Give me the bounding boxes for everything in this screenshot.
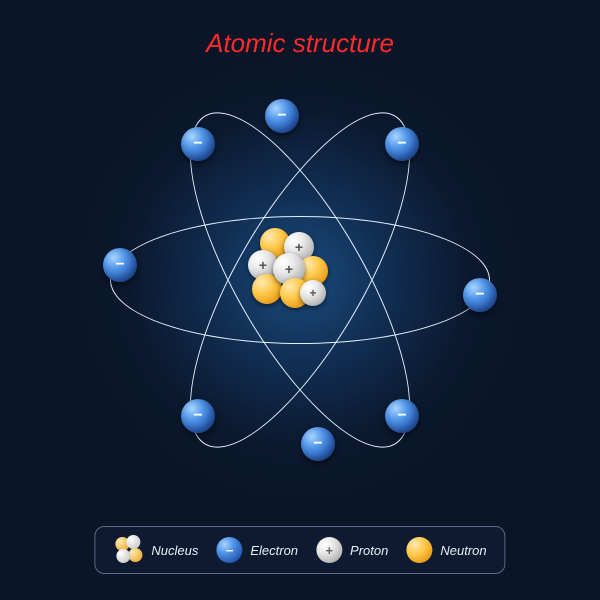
electron-particle: − xyxy=(385,399,419,433)
neutron-icon xyxy=(406,537,432,563)
nucleus-icon xyxy=(113,535,143,565)
legend: Nucleus − Electron + Proton Neutron xyxy=(94,526,505,574)
page-title: Atomic structure xyxy=(0,28,600,59)
electron-particle: − xyxy=(463,278,497,312)
proton-icon: + xyxy=(316,537,342,563)
electron-particle: − xyxy=(181,399,215,433)
legend-item-electron: − Electron xyxy=(216,537,298,563)
legend-label: Proton xyxy=(350,543,388,558)
atom-diagram: ++++ − − − − − − − − xyxy=(60,70,540,490)
electron-particle: − xyxy=(301,427,335,461)
electron-particle: − xyxy=(265,99,299,133)
legend-item-proton: + Proton xyxy=(316,537,388,563)
electron-particle: − xyxy=(385,127,419,161)
legend-item-neutron: Neutron xyxy=(406,537,486,563)
legend-label: Neutron xyxy=(440,543,486,558)
electron-particle: − xyxy=(181,127,215,161)
legend-label: Nucleus xyxy=(151,543,198,558)
legend-item-nucleus: Nucleus xyxy=(113,535,198,565)
electron-icon: − xyxy=(216,537,242,563)
legend-label: Electron xyxy=(250,543,298,558)
electron-particle: − xyxy=(103,248,137,282)
proton-particle: + xyxy=(300,280,326,306)
nucleus: ++++ xyxy=(255,235,345,325)
